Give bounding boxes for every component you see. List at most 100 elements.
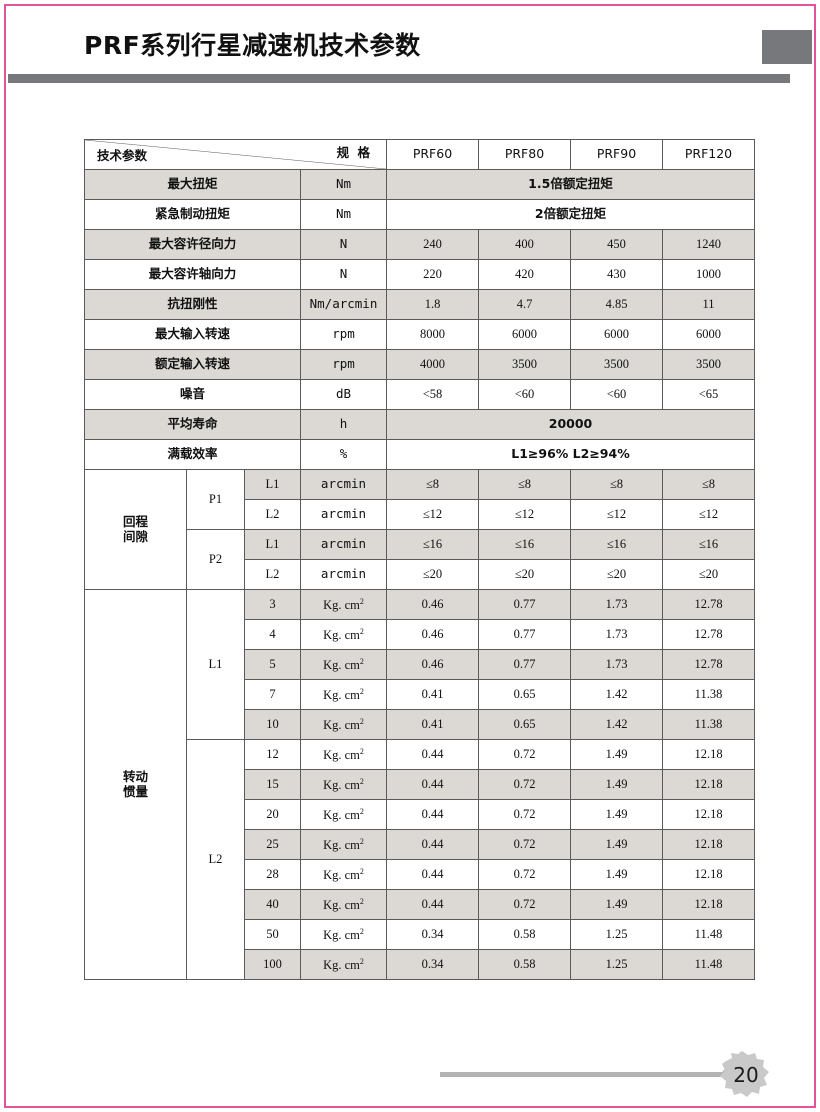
inertia-unit: Kg. cm2 (300, 769, 387, 800)
param-value: <65 (662, 379, 755, 410)
inertia-ratio: 7 (244, 679, 301, 710)
inertia-unit: Kg. cm2 (300, 829, 387, 860)
backlash-value: ≤16 (478, 529, 571, 560)
backlash-stage: L2 (244, 559, 301, 590)
inertia-value: 11.38 (662, 679, 755, 710)
table-row: 15 Kg. cm2 0.44 0.72 1.49 12.18 (85, 769, 755, 800)
inertia-unit: Kg. cm2 (300, 799, 387, 830)
table-header-row: 规 格 技术参数 PRF60 PRF80 PRF90 PRF120 (84, 139, 755, 170)
param-value: 4.7 (478, 289, 571, 320)
inertia-value: 12.78 (662, 619, 755, 650)
inertia-value: 1.25 (570, 949, 663, 980)
inertia-ratio: 20 (244, 799, 301, 830)
table-row: 10 Kg. cm2 0.41 0.65 1.42 11.38 (85, 709, 755, 740)
spec-table-body: 规 格技术参数 PRF60 PRF80 PRF90 PRF120 最大扭矩 Nm 1.5倍额定… (84, 139, 755, 980)
backlash-stage: L1 (244, 469, 301, 500)
inertia-value: 0.34 (386, 919, 479, 950)
table-row: 最大扭矩 Nm 1.5倍额定扭矩 (84, 169, 755, 200)
inertia-value: 12.78 (662, 649, 755, 680)
inertia-value: 1.49 (570, 739, 663, 770)
backlash-stage: L1 (244, 529, 301, 560)
param-unit: rpm (300, 319, 387, 350)
param-name: 最大输入转速 (84, 319, 301, 350)
inertia-unit: Kg. cm2 (300, 889, 387, 920)
backlash-value: ≤20 (570, 559, 663, 590)
param-name: 最大扭矩 (84, 169, 301, 200)
param-unit: rpm (300, 349, 387, 380)
inertia-value: 0.65 (478, 709, 571, 740)
param-name: 最大容许轴向力 (84, 259, 301, 290)
table-row: 50 Kg. cm2 0.34 0.58 1.25 11.48 (85, 919, 755, 950)
group-label-line2: 间隙 (122, 528, 148, 544)
inertia-value: 0.77 (478, 619, 571, 650)
page-title: PRF系列行星减速机技术参数 (84, 31, 421, 60)
backlash-value: ≤12 (386, 499, 479, 530)
param-value: 1.8 (386, 289, 479, 320)
backlash-value: ≤8 (478, 469, 571, 500)
inertia-value: 0.72 (478, 739, 571, 770)
param-value-merged: 2倍额定扭矩 (386, 199, 755, 230)
table-row: 4 Kg. cm2 0.46 0.77 1.73 12.78 (85, 619, 755, 650)
header-param-label: 技术参数 (97, 147, 148, 163)
backlash-stage: L2 (244, 499, 301, 530)
inertia-value: 0.44 (386, 739, 479, 770)
backlash-value: ≤16 (570, 529, 663, 560)
inertia-value: 1.49 (570, 799, 663, 830)
param-value: 4.85 (570, 289, 663, 320)
param-name: 额定输入转速 (84, 349, 301, 380)
inertia-value: 0.34 (386, 949, 479, 980)
param-name: 满载效率 (84, 439, 301, 470)
inertia-value: 0.44 (386, 889, 479, 920)
backlash-unit: arcmin (300, 469, 387, 500)
param-value: 11 (662, 289, 755, 320)
inertia-unit: Kg. cm2 (300, 949, 387, 980)
param-value: 6000 (570, 319, 663, 350)
inertia-ratio: 3 (244, 589, 301, 620)
inertia-value: 0.65 (478, 679, 571, 710)
inertia-value: 12.18 (662, 769, 755, 800)
inertia-value: 0.44 (386, 799, 479, 830)
inertia-value: 0.77 (478, 649, 571, 680)
table-row: 转动 惯量 L1 3 Kg. cm2 0.46 0.77 1.73 12.78 (84, 589, 755, 980)
group-label-line1: 回程 (122, 514, 148, 530)
param-value: <60 (570, 379, 663, 410)
param-value: 450 (570, 229, 663, 260)
inertia-ratio: 100 (244, 949, 301, 980)
inertia-value: 1.49 (570, 859, 663, 890)
inertia-value: 1.49 (570, 829, 663, 860)
backlash-value: ≤20 (386, 559, 479, 590)
param-value: <60 (478, 379, 571, 410)
inertia-value: 1.49 (570, 889, 663, 920)
backlash-value: ≤16 (386, 529, 479, 560)
inertia-value: 1.73 (570, 619, 663, 650)
param-value-merged: L1≥96% L2≥94% (386, 439, 755, 470)
backlash-value: ≤12 (478, 499, 571, 530)
param-unit: h (300, 409, 387, 440)
param-value: 6000 (478, 319, 571, 350)
inertia-value: 0.72 (478, 889, 571, 920)
table-row: 5 Kg. cm2 0.46 0.77 1.73 12.78 (85, 649, 755, 680)
inertia-value: 1.49 (570, 769, 663, 800)
group-label-backlash: 回程 间隙 (84, 469, 187, 590)
spec-table: 规 格技术参数 PRF60 PRF80 PRF90 PRF120 最大扭矩 Nm 1.5倍额定… (84, 139, 755, 980)
inertia-value: 0.41 (386, 709, 479, 740)
inertia-value: 11.48 (662, 919, 755, 950)
page-header: PRF系列行星减速机技术参数 (8, 8, 812, 90)
param-name: 抗扭刚性 (84, 289, 301, 320)
inertia-unit: Kg. cm2 (300, 649, 387, 680)
inertia-value: 0.46 (386, 589, 479, 620)
table-row: 紧急制动扭矩 Nm 2倍额定扭矩 (84, 199, 755, 230)
group-label-line2: 惯量 (122, 783, 148, 799)
header-spec-label: 规 格 (336, 145, 372, 160)
backlash-value: ≤8 (386, 469, 479, 500)
footer-rule (440, 1072, 730, 1077)
table-row: 额定输入转速 rpm 4000 3500 3500 3500 (84, 349, 755, 380)
inertia-value: 0.72 (478, 829, 571, 860)
param-unit: Nm (300, 169, 387, 200)
model-header-prf90: PRF90 (570, 139, 663, 170)
model-header-prf120: PRF120 (662, 139, 755, 170)
table-row: 100 Kg. cm2 0.34 0.58 1.25 11.48 (85, 949, 755, 980)
backlash-value: ≤12 (662, 499, 755, 530)
param-value: 8000 (386, 319, 479, 350)
